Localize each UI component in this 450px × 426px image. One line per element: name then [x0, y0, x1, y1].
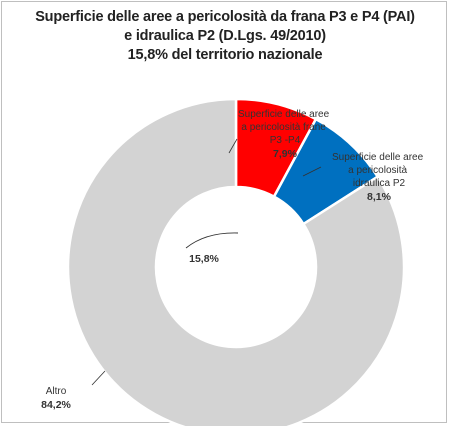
label-idraulica-line-1: Superficie delle aree	[332, 152, 424, 163]
title-line-2: e idraulica P2 (D.Lgs. 49/2010)	[124, 28, 326, 44]
leader-line-altro	[91, 370, 106, 386]
value-label-altro: 84,2%	[41, 399, 71, 411]
slice-altro	[66, 97, 406, 426]
value-label-frane: 7,9%	[273, 148, 298, 160]
label-idraulica-line-2: a pericolosità	[348, 165, 407, 176]
title-line-1: Superficie delle aree a pericolosità da …	[35, 9, 415, 25]
label-frane: Superficie delle aree a pericolosità fra…	[238, 109, 332, 146]
center-annotation: 15,8%	[189, 253, 219, 265]
label-altro: Altro	[46, 386, 67, 397]
donut-slices	[66, 97, 406, 426]
label-idraulica: Superficie delle aree a pericolosità idr…	[332, 152, 426, 189]
leader-line-idraulica	[302, 166, 322, 177]
center-bracket	[185, 232, 239, 249]
chart-title: Superficie delle aree a pericolosità da …	[0, 8, 450, 65]
label-frane-line-3: P3 -P4	[270, 135, 301, 146]
value-label-idraulica: 8,1%	[367, 191, 392, 203]
label-frane-line-1: Superficie delle aree	[238, 109, 330, 120]
leader-line-frane	[228, 138, 238, 154]
label-frane-line-2: a pericolosità frane	[241, 122, 326, 133]
title-line-3: 15,8% del territorio nazionale	[127, 47, 323, 63]
label-idraulica-line-3: idraulica P2	[353, 178, 406, 189]
